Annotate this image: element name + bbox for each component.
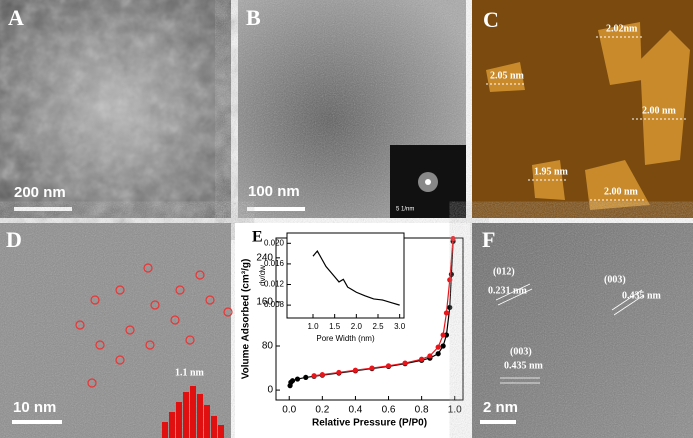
data-point <box>352 367 359 373</box>
data-point <box>402 360 408 366</box>
y-tick-label: 0.012 <box>264 280 285 289</box>
x-axis-title: Pore Width (nm) <box>316 334 375 343</box>
annotation: 0.435 nm <box>504 360 544 371</box>
data-point <box>450 235 456 242</box>
x-tick-label: 3.0 <box>394 322 406 331</box>
panel-b: B 100 nm 5 1/nm <box>238 0 466 218</box>
scale-bar-label: 2 nm <box>483 399 518 416</box>
panel-d: D 1.1 nm 10 nm <box>0 223 233 438</box>
data-point <box>435 351 441 357</box>
y-tick-label: 0.020 <box>264 238 285 247</box>
panel-c: C 2.02nm 2.05 nm 2.00 nm 1.95 nm 2.00 nm <box>472 0 693 218</box>
panel-a: A 200 nm <box>0 0 231 218</box>
x-tick-label: 0.4 <box>348 405 362 416</box>
x-tick-label: 1.0 <box>448 405 462 416</box>
scale-bar-label: 10 nm <box>13 399 56 416</box>
y-tick-label: 0 <box>267 385 273 396</box>
y-axis-title: Volume Adsorbed (cm³/g) <box>241 259 252 380</box>
annotation: (003) <box>604 274 626 285</box>
x-tick-label: 1.5 <box>329 322 341 331</box>
data-point <box>303 374 309 381</box>
data-point <box>435 344 441 350</box>
y-axis-title: dv/dw <box>258 265 267 286</box>
annotation: 1.95 nm <box>534 166 569 177</box>
series-line <box>313 238 454 377</box>
panel-label: E <box>252 229 263 246</box>
data-point <box>385 363 392 369</box>
data-point <box>447 277 453 283</box>
y-tick-label: 0.008 <box>264 300 285 309</box>
x-axis-title: Relative Pressure (P/P0) <box>312 418 427 429</box>
y-tick-label: 160 <box>256 297 273 308</box>
panel-label: A <box>8 5 24 30</box>
data-point <box>336 369 342 376</box>
annotation: 0.231 nm <box>488 285 528 296</box>
x-tick-label: 2.5 <box>372 322 384 331</box>
x-tick-label: 0.6 <box>382 405 396 416</box>
panel-label: D <box>6 227 22 252</box>
x-tick-label: 1.0 <box>307 322 319 331</box>
x-tick-label: 0.8 <box>415 405 429 416</box>
annotation: (012) <box>493 266 515 277</box>
annotation: 2.00 nm <box>604 186 639 197</box>
data-point <box>440 343 446 349</box>
y-tick-label: 240 <box>256 252 273 263</box>
panel-label: F <box>482 227 495 252</box>
data-point <box>319 372 325 378</box>
inset-scale-label: 5 1/nm <box>396 207 414 213</box>
data-point <box>419 356 425 362</box>
data-point <box>294 376 301 382</box>
data-point <box>369 365 375 371</box>
plot-frame <box>286 232 405 319</box>
panel-label: C <box>483 7 499 32</box>
annotation: 1.1 nm <box>175 367 205 378</box>
panel-e: E 0.0 0.2 0.4 0.6 0.8 1.0 0 80 160 240 Relative Pr… <box>235 223 470 438</box>
x-tick-label: 0.2 <box>315 405 329 416</box>
y-tick-label: 0.016 <box>264 259 285 268</box>
annotation: 2.02nm <box>606 23 638 34</box>
scale-bar-label: 200 nm <box>14 184 66 201</box>
scale-bar-label: 100 nm <box>248 183 300 200</box>
data-point <box>311 373 317 379</box>
annotation: (003) <box>510 346 532 357</box>
x-tick-label: 0.0 <box>282 405 296 416</box>
data-point <box>440 332 446 338</box>
data-point <box>443 310 450 316</box>
data-point <box>289 378 296 384</box>
data-point <box>427 353 433 359</box>
panel-label: B <box>246 5 261 30</box>
data-point <box>447 304 453 311</box>
panel-f: F (012) 0.231 nm (003) 0.435 nm (003) 0.… <box>472 223 693 438</box>
x-tick-label: 2.0 <box>351 322 363 331</box>
annotation: 0.435 nm <box>622 290 662 301</box>
y-tick-label: 80 <box>262 341 274 352</box>
series-line <box>312 249 400 306</box>
annotation: 2.00 nm <box>642 105 677 116</box>
annotation: 2.05 nm <box>490 70 525 81</box>
